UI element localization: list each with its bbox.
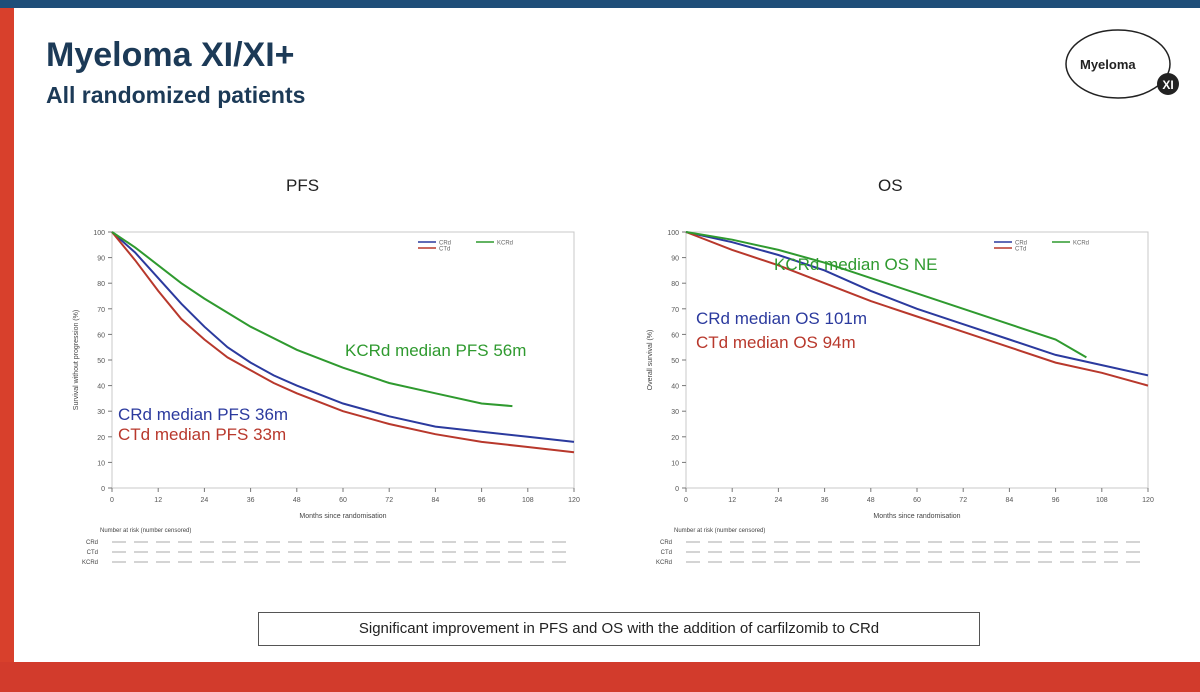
x-axis-label: Months since randomisation bbox=[873, 513, 960, 520]
risk-row-label: CTd bbox=[661, 550, 672, 556]
y-tick-label: 20 bbox=[97, 435, 105, 442]
x-tick-label: 24 bbox=[201, 497, 209, 504]
x-tick-label: 84 bbox=[432, 497, 440, 504]
logo-text: Myeloma bbox=[1080, 57, 1136, 72]
series-line-kcrd bbox=[685, 231, 1087, 359]
x-tick-label: 120 bbox=[1142, 497, 1154, 504]
y-tick-label: 30 bbox=[671, 409, 679, 416]
series-line-crd bbox=[685, 231, 1149, 377]
risk-row-label: CRd bbox=[86, 540, 98, 546]
y-tick-label: 70 bbox=[671, 307, 679, 314]
slide: Myeloma XI/XI+ All randomized patients M… bbox=[14, 8, 1200, 662]
legend-label: CRd bbox=[439, 241, 451, 247]
x-tick-label: 12 bbox=[154, 497, 162, 504]
plot-area bbox=[111, 231, 575, 489]
median-annotation: CRd median OS 101m bbox=[696, 309, 867, 328]
median-annotation: KCRd median PFS 56m bbox=[345, 341, 526, 360]
x-tick-label: 108 bbox=[522, 497, 534, 504]
y-tick-label: 100 bbox=[93, 230, 105, 237]
median-annotation: CTd median OS 94m bbox=[696, 333, 856, 352]
series-line-ctd bbox=[111, 231, 575, 454]
y-tick-label: 20 bbox=[671, 435, 679, 442]
x-tick-label: 108 bbox=[1096, 497, 1108, 504]
risk-row-label: CRd bbox=[660, 540, 672, 546]
logo-badge: XI bbox=[1162, 78, 1173, 92]
os-panel-title: OS bbox=[878, 176, 903, 195]
x-tick-label: 96 bbox=[478, 497, 486, 504]
risk-row-label: KCRd bbox=[82, 560, 98, 566]
legend-label: CTd bbox=[439, 247, 450, 253]
y-tick-label: 40 bbox=[671, 384, 679, 391]
y-axis-label: Overall survival (%) bbox=[647, 330, 654, 391]
risk-table-label: Number at risk (number censored) bbox=[674, 528, 765, 534]
x-tick-label: 0 bbox=[684, 497, 688, 504]
median-annotation: CTd median PFS 33m bbox=[118, 425, 286, 444]
median-annotation: CRd median PFS 36m bbox=[118, 405, 288, 424]
x-tick-label: 84 bbox=[1006, 497, 1014, 504]
x-tick-label: 60 bbox=[913, 497, 921, 504]
y-tick-label: 50 bbox=[671, 358, 679, 365]
series-line-crd bbox=[111, 231, 575, 443]
risk-row-label: CTd bbox=[87, 550, 98, 556]
y-tick-label: 90 bbox=[671, 256, 679, 263]
x-tick-label: 24 bbox=[775, 497, 783, 504]
x-tick-label: 48 bbox=[867, 497, 875, 504]
x-tick-label: 48 bbox=[293, 497, 301, 504]
risk-table-label: Number at risk (number censored) bbox=[100, 528, 191, 534]
y-tick-label: 70 bbox=[97, 307, 105, 314]
y-tick-label: 10 bbox=[97, 460, 105, 467]
x-tick-label: 72 bbox=[385, 497, 393, 504]
legend-label: KCRd bbox=[497, 241, 513, 247]
legend-label: CRd bbox=[1015, 241, 1027, 247]
x-axis-label: Months since randomisation bbox=[299, 513, 386, 520]
x-tick-label: 120 bbox=[568, 497, 580, 504]
slide-subtitle: All randomized patients bbox=[46, 82, 306, 108]
y-tick-label: 100 bbox=[667, 230, 679, 237]
y-tick-label: 80 bbox=[671, 281, 679, 288]
conclusion-box: Significant improvement in PFS and OS wi… bbox=[258, 612, 980, 646]
legend-label: KCRd bbox=[1073, 241, 1089, 247]
x-tick-label: 60 bbox=[339, 497, 347, 504]
y-tick-label: 40 bbox=[97, 384, 105, 391]
y-tick-label: 10 bbox=[671, 460, 679, 467]
pfs-km-chart: 0 10 20 30 40 50 60 70 80 90 100 0 12 24 36 48 60 72 84 96 1… bbox=[73, 230, 580, 566]
slide-title: Myeloma XI/XI+ bbox=[46, 36, 295, 74]
series-line-kcrd bbox=[111, 231, 513, 408]
y-tick-label: 50 bbox=[97, 358, 105, 365]
pfs-panel-title: PFS bbox=[286, 176, 320, 195]
y-tick-label: 0 bbox=[101, 486, 105, 493]
x-tick-label: 96 bbox=[1052, 497, 1060, 504]
risk-row-label: KCRd bbox=[656, 560, 672, 566]
y-tick-label: 90 bbox=[97, 256, 105, 263]
y-tick-label: 60 bbox=[97, 332, 105, 339]
bottom-accent-band bbox=[0, 662, 1200, 692]
plot-area bbox=[685, 231, 1149, 489]
top-accent-bar bbox=[0, 0, 1200, 8]
x-tick-label: 0 bbox=[110, 497, 114, 504]
y-tick-label: 60 bbox=[671, 332, 679, 339]
os-km-chart: 0 10 20 30 40 50 60 70 80 90 100 0 12 24 36 48 60 72 84 96 1… bbox=[647, 230, 1154, 566]
series-line-ctd bbox=[685, 231, 1149, 387]
median-annotation: KCRd median OS NE bbox=[774, 255, 937, 274]
x-tick-label: 72 bbox=[959, 497, 967, 504]
x-tick-label: 36 bbox=[247, 497, 255, 504]
myeloma-xi-logo: Myeloma XI bbox=[1065, 29, 1179, 99]
y-axis-label: Survival without progression (%) bbox=[73, 310, 80, 410]
x-tick-label: 36 bbox=[821, 497, 829, 504]
x-tick-label: 12 bbox=[728, 497, 736, 504]
legend-label: CTd bbox=[1015, 247, 1026, 253]
y-tick-label: 80 bbox=[97, 281, 105, 288]
y-tick-label: 30 bbox=[97, 409, 105, 416]
y-tick-label: 0 bbox=[675, 486, 679, 493]
